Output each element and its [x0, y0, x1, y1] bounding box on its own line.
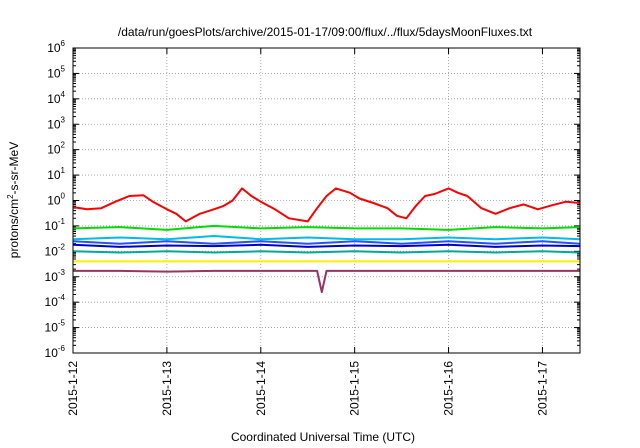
y-tick-label: 104 — [47, 90, 65, 106]
y-tick-exp: 1 — [61, 166, 66, 175]
y-tick-label: 102 — [47, 141, 65, 157]
y-tick-exp: -4 — [58, 293, 66, 302]
x-axis-label: Coordinated Universal Time (UTC) — [231, 430, 415, 444]
series-line-5 — [72, 243, 581, 248]
y-axis-label: protons/cm2-s-sr-MeV — [6, 142, 21, 258]
y-tick-base: 10 — [45, 244, 59, 258]
series-line-3 — [72, 235, 581, 241]
series-line-2 — [72, 224, 581, 231]
y-tick-exp: 3 — [61, 115, 66, 124]
y-tick-label: 101 — [47, 166, 65, 182]
y-tick-label: 100 — [47, 192, 65, 208]
y-axis-label-suffix: -s-sr-MeV — [7, 142, 21, 195]
x-tick-label: 2015-1-12 — [66, 361, 80, 416]
y-tick-base: 10 — [45, 219, 59, 233]
y-tick-base: 10 — [47, 66, 61, 80]
y-tick-exp: 0 — [61, 192, 66, 201]
y-axis-label-prefix: protons/cm — [7, 199, 21, 258]
y-tick-exp: -6 — [58, 344, 66, 353]
y-tick-exp: -3 — [58, 268, 66, 277]
y-tick-exp: -2 — [58, 242, 66, 251]
series-line-1 — [72, 187, 581, 223]
x-tick-label: 2015-1-14 — [254, 361, 268, 416]
y-tick-base: 10 — [45, 346, 59, 360]
y-tick-base: 10 — [47, 117, 61, 131]
y-tick-label: 10-6 — [45, 344, 66, 360]
y-tick-base: 10 — [47, 143, 61, 157]
y-tick-base: 10 — [47, 92, 61, 106]
y-tick-exp: 2 — [61, 141, 66, 150]
x-tick-label: 2015-1-13 — [160, 361, 174, 416]
y-tick-label: 10-5 — [45, 319, 66, 335]
y-tick-label: 106 — [47, 39, 65, 55]
y-tick-exp: 5 — [61, 64, 66, 73]
y-tick-base: 10 — [45, 321, 59, 335]
y-tick-base: 10 — [45, 295, 59, 309]
x-tick-label: 2015-1-16 — [442, 361, 456, 416]
y-tick-exp: 6 — [61, 39, 66, 48]
y-tick-label: 105 — [47, 64, 65, 80]
chart-title: /data/run/goesPlots/archive/2015-01-17/0… — [118, 25, 533, 39]
y-tick-exp: 4 — [61, 90, 66, 99]
plot-frame — [72, 47, 581, 354]
y-tick-base: 10 — [47, 41, 61, 55]
y-axis-label-sup: 2 — [6, 194, 15, 199]
y-tick-label: 10-1 — [45, 217, 66, 233]
y-tick-base: 10 — [47, 194, 61, 208]
y-tick-exp: -5 — [58, 319, 66, 328]
grid — [73, 48, 580, 353]
series-line-6 — [72, 250, 581, 254]
series-line-8 — [73, 269, 580, 294]
y-tick-label: 10-4 — [45, 293, 66, 309]
y-tick-base: 10 — [47, 168, 61, 182]
series-line-4 — [72, 240, 581, 245]
y-tick-label: 10-2 — [45, 242, 66, 258]
series-group — [72, 187, 581, 294]
x-tick-label: 2015-1-15 — [348, 361, 362, 416]
y-tick-label: 10-3 — [45, 268, 66, 284]
y-tick-base: 10 — [45, 270, 59, 284]
x-tick-label: 2015-1-17 — [535, 361, 549, 416]
y-tick-exp: -1 — [58, 217, 66, 226]
y-tick-label: 103 — [47, 115, 65, 131]
